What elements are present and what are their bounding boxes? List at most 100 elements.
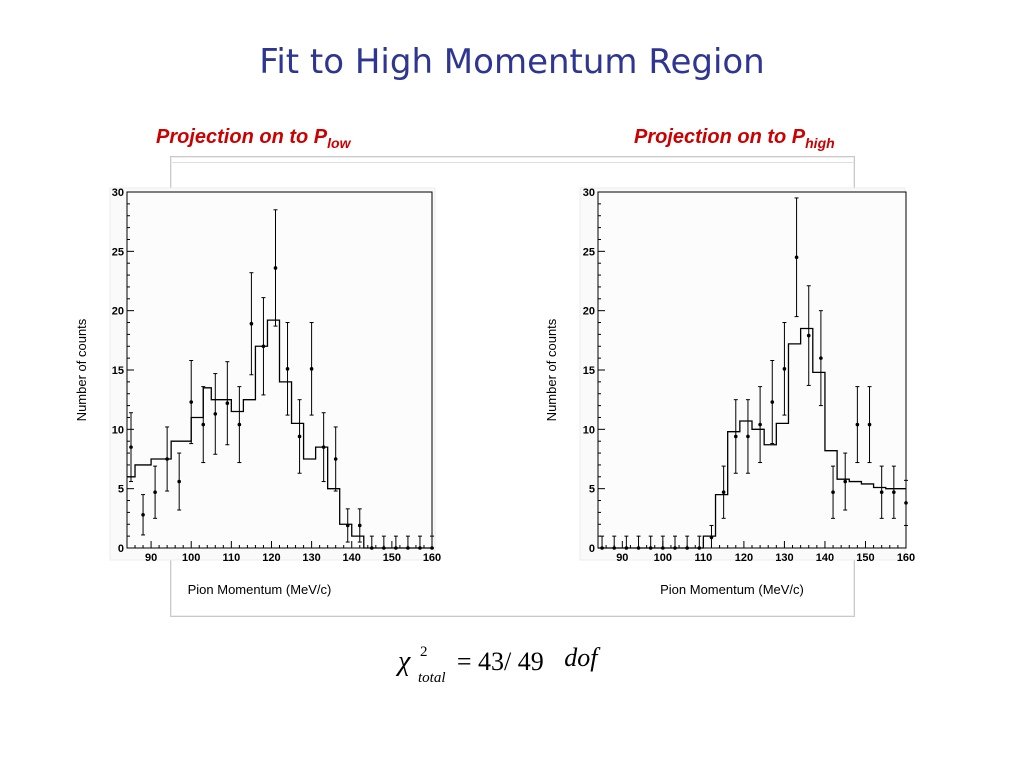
panel-1-x-tick-label: 110 (222, 552, 240, 564)
panel-1-data-point (141, 512, 145, 517)
panel-1-data-point (273, 266, 278, 270)
panel-1-data-point (213, 412, 218, 416)
panel-2-y-tick-label: 5 (589, 484, 595, 496)
chi-unit: dof (564, 643, 598, 672)
panel-2-data-point (867, 422, 872, 427)
panel-1-data-point (177, 479, 181, 484)
panel-1-data-point (333, 457, 338, 461)
panel-1-data-point (201, 422, 206, 427)
panel-1-y-tick-label: 30 (112, 187, 124, 199)
panel-1-x-axis-label: Pion Momentum (MeV/c) (188, 582, 332, 597)
panel-1-data-point (261, 344, 266, 349)
panel-1-y-tick-label: 5 (118, 484, 124, 496)
panel-2-y-tick-label: 30 (583, 187, 595, 199)
panel-2-data-point (831, 490, 835, 495)
panel-2-data-point (661, 546, 665, 550)
panel-2-x-tick-label: 140 (816, 552, 834, 564)
panel-1-y-tick-label: 10 (112, 424, 124, 436)
panel-2-data-point (855, 422, 860, 427)
panel-2-data-point (709, 535, 714, 540)
panel-1-data-point (357, 523, 362, 528)
panel-2-y-tick-label: 25 (583, 246, 595, 258)
panel-2-x-tick-label: 130 (775, 552, 793, 564)
panel-1-data-point (430, 546, 434, 550)
panel-2-data-point (746, 434, 750, 439)
panel-2-data-point (612, 546, 617, 550)
panel-2-data-point (879, 490, 884, 495)
chi-square-equation: χ 2 total = 43/ 49 dof (398, 643, 597, 686)
panel-2-y-tick-label: 10 (583, 424, 595, 436)
overlay-frame-inner-line (170, 162, 853, 616)
panel-1-y-tick-label: 15 (112, 365, 124, 377)
panel-1-y-tick-label: 0 (118, 543, 124, 555)
panel-1-data-point (418, 546, 422, 550)
panel-2-x-tick-label: 110 (694, 552, 712, 564)
panel-2-data-point (806, 333, 811, 338)
panel-2-data-point (697, 546, 702, 550)
panel-2-data-point (770, 400, 775, 404)
chi-value: = 43/ 49 (456, 647, 544, 676)
left-projection-label-subscript: low (327, 135, 351, 151)
panel-2-x-tick-label: 100 (654, 552, 672, 564)
panel-1-data-point (394, 546, 398, 550)
panel-2-x-tick-label: 90 (616, 552, 628, 564)
chi-subscript: total (418, 670, 446, 686)
panel-1-data-point (153, 490, 157, 495)
panel-1-x-tick-label: 100 (182, 552, 200, 564)
panel-2-data-point (782, 367, 787, 371)
panel-1-y-tick-label: 25 (112, 246, 124, 258)
panel-1-data-point (237, 422, 242, 427)
panel-1-data-point (165, 457, 169, 461)
left-projection-label-text: Projection on to P (156, 126, 328, 148)
panel-2-x-tick-label: 160 (897, 552, 915, 564)
panel-1-data-point (382, 546, 386, 550)
panel-1-data-point (285, 367, 290, 371)
panel-1-data-point (321, 445, 326, 449)
panel-2-data-point (819, 356, 823, 360)
panel-1-x-tick-label: 130 (302, 552, 320, 564)
panel-2-data-point (904, 501, 908, 505)
panel-2-data-point (892, 490, 896, 495)
panel-2-data-point (843, 479, 848, 484)
panel-1-y-axis-label: Number of counts (74, 318, 89, 421)
right-projection-label-text: Projection on to P (634, 126, 806, 148)
panel-2-data-point (648, 546, 653, 550)
panel-1-x-tick-label: 90 (145, 552, 157, 564)
left-projection-label: Projection on to Plow (156, 126, 350, 151)
panel-2-data-point (673, 546, 677, 550)
panel-2-fit-histogram (598, 327, 906, 549)
panel-2-y-axis-label: Number of counts (544, 318, 559, 421)
panel-1-fit-histogram (127, 319, 432, 549)
panel-2-x-tick-label: 150 (856, 552, 874, 564)
panel-1-data-point (129, 445, 133, 449)
panel-2-data-point (721, 490, 726, 495)
panel-1-data-point (297, 434, 302, 439)
panel-1-data-point (406, 546, 410, 550)
panel-2-data-point (636, 546, 641, 550)
panel-2-y-tick-label: 0 (589, 543, 595, 555)
slide-title: Fit to High Momentum Region (259, 42, 765, 82)
panel-1-data-point (345, 523, 350, 528)
panel-2-data-point (685, 546, 689, 550)
panel-2-y-tick-label: 20 (583, 306, 595, 318)
panel-2-data-point (794, 255, 799, 260)
panel-2-data-point (758, 422, 762, 427)
panel-1-y-tick-label: 20 (112, 306, 124, 318)
panel-2-data-point (733, 434, 738, 439)
panel-2-data-point (624, 546, 629, 550)
panel-1-data-point (189, 400, 194, 404)
panel-1-data-point (370, 546, 374, 550)
panel-2-data-point (600, 546, 604, 550)
panel-2-plot-area (597, 191, 907, 549)
right-projection-label-subscript: high (805, 135, 835, 151)
panel-1-x-tick-label: 150 (383, 552, 401, 564)
panel-1-data-point (249, 321, 254, 326)
chi-superscript: 2 (420, 644, 428, 660)
panel-1-data-point (309, 367, 314, 371)
panel-2-x-tick-label: 120 (735, 552, 753, 564)
panel-1-x-tick-label: 160 (423, 552, 441, 564)
panel-2-x-axis-label: Pion Momentum (MeV/c) (660, 582, 804, 597)
panel-1-data-point (225, 401, 230, 406)
chi-symbol: χ (398, 646, 411, 677)
